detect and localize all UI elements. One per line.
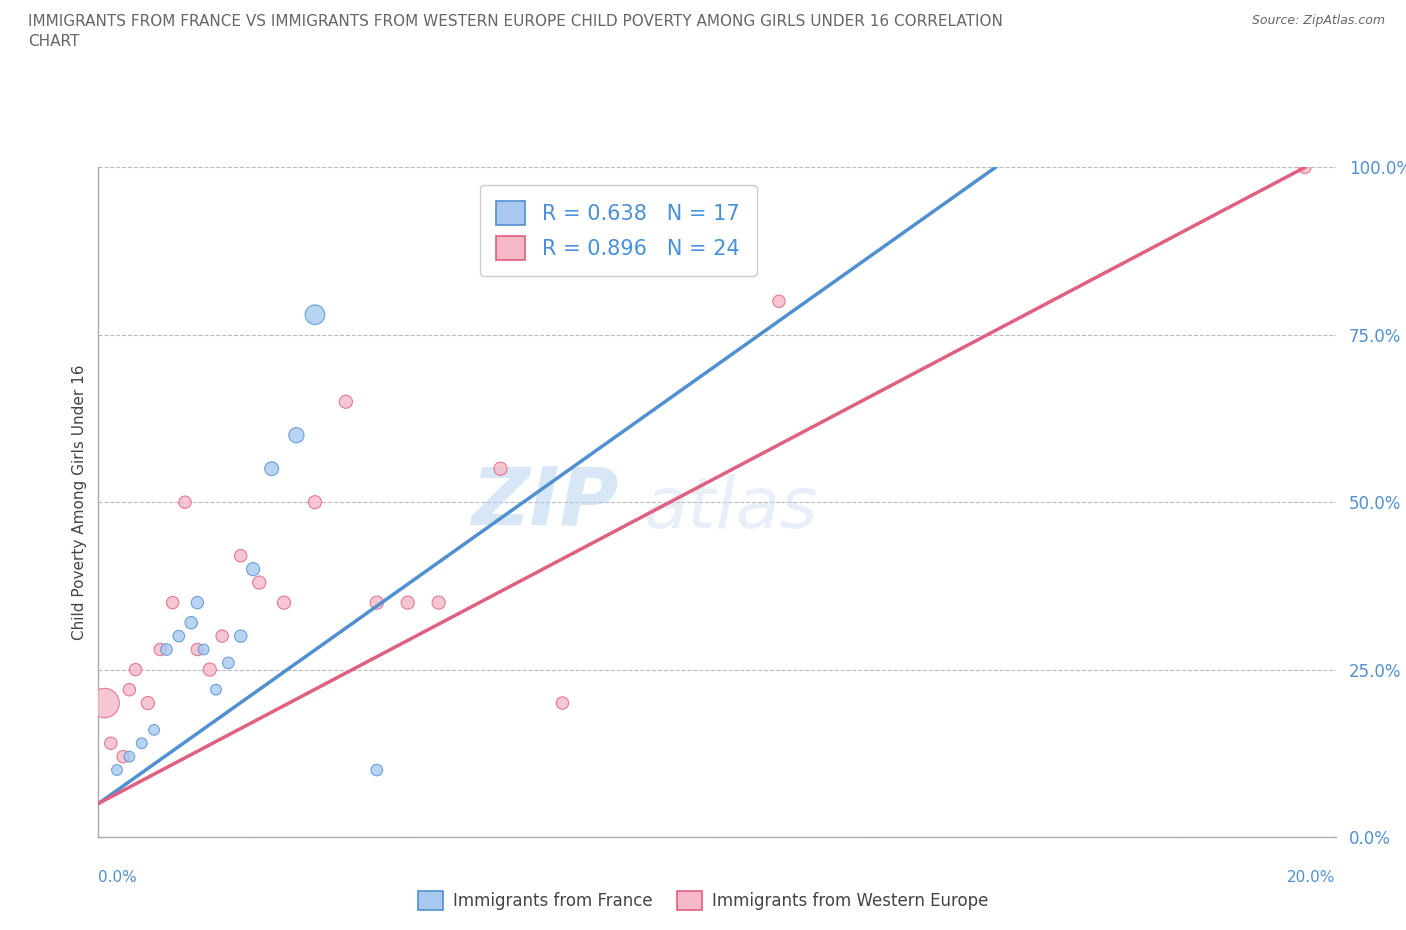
Y-axis label: Child Poverty Among Girls Under 16: Child Poverty Among Girls Under 16 (72, 365, 87, 640)
Point (273, 595, 295, 610)
Text: IMMIGRANTS FROM FRANCE VS IMMIGRANTS FROM WESTERN EUROPE CHILD POVERTY AMONG GIR: IMMIGRANTS FROM FRANCE VS IMMIGRANTS FRO… (28, 14, 1002, 48)
Point (247, 575, 270, 590)
Point (180, 616, 202, 631)
Point (93, 696, 115, 711)
Point (131, 736, 153, 751)
Point (193, 642, 215, 657)
Point (205, 683, 228, 698)
Point (186, 595, 208, 610)
Text: Source: ZipAtlas.com: Source: ZipAtlas.com (1251, 14, 1385, 27)
Point (260, 461, 283, 476)
Point (304, 495, 326, 510)
Text: 20.0%: 20.0% (1288, 870, 1336, 884)
Point (105, 763, 128, 777)
Legend: Immigrants from France, Immigrants from Western Europe: Immigrants from France, Immigrants from … (411, 884, 995, 917)
Point (768, 294, 790, 309)
Point (304, 307, 326, 322)
Point (162, 595, 184, 610)
Point (155, 642, 177, 657)
Text: ZIP: ZIP (471, 463, 619, 541)
Point (149, 642, 172, 657)
Point (186, 642, 208, 657)
Text: 0.0%: 0.0% (98, 870, 138, 884)
Point (489, 461, 512, 476)
Point (174, 495, 197, 510)
Point (118, 750, 141, 764)
Point (1294, 160, 1316, 175)
Point (242, 562, 264, 577)
Point (366, 595, 388, 610)
Point (118, 683, 141, 698)
Text: atlas: atlas (643, 474, 817, 543)
Point (285, 428, 308, 443)
Point (167, 629, 190, 644)
Point (366, 763, 388, 777)
Point (124, 662, 146, 677)
Point (100, 736, 122, 751)
Point (143, 723, 166, 737)
Point (136, 696, 159, 711)
Point (551, 696, 574, 711)
Point (229, 549, 252, 564)
Point (217, 656, 239, 671)
Point (229, 629, 252, 644)
Point (112, 750, 135, 764)
Point (396, 595, 419, 610)
Point (198, 662, 221, 677)
Point (211, 629, 233, 644)
Legend: R = 0.638   N = 17, R = 0.896   N = 24: R = 0.638 N = 17, R = 0.896 N = 24 (479, 184, 756, 276)
Point (427, 595, 450, 610)
Point (335, 394, 357, 409)
